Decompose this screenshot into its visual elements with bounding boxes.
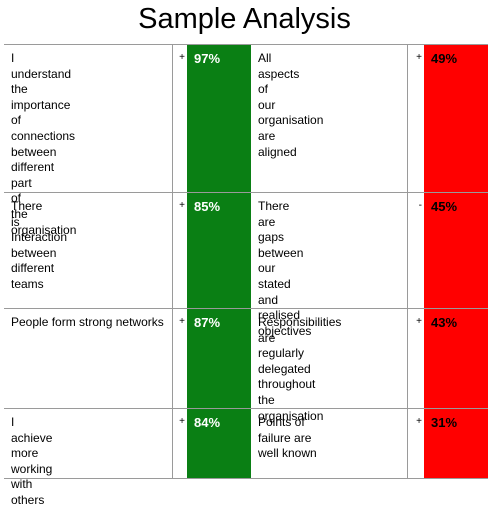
page-title: Sample Analysis [138,3,351,35]
left-percentage: 84% [187,409,251,478]
left-sign: + [179,52,185,63]
right-sign: + [416,52,422,63]
right-percentage: 49% [424,45,488,192]
analysis-table: I understand the importance of connectio… [4,44,488,507]
left-statement: There is Interaction between different t… [4,193,173,308]
table-row: People form strong networks + 87% Respon… [4,309,488,423]
right-statement: There are gaps between our stated and re… [251,193,408,338]
right-statement: All aspects of our organisation are alig… [251,45,408,192]
left-statement: People form strong networks [4,309,173,408]
left-percentage: 97% [187,45,251,192]
left-sign: + [179,316,185,327]
right-statement: Responsibilities are regularly delegated… [251,309,408,423]
left-percentage: 85% [187,193,251,308]
right-sign: + [416,316,422,327]
left-sign: + [179,200,185,211]
left-percentage: 87% [187,309,251,408]
table-row: I achieve more working with others + 84%… [4,409,488,507]
right-sign: - [418,200,422,211]
left-sign: + [179,416,185,427]
table-row: I understand the importance of connectio… [4,45,488,237]
left-statement: I achieve more working with others [4,409,173,507]
right-statement: Points of failure are well known [251,409,408,478]
right-sign: + [416,416,422,427]
left-statement: I understand the importance of connectio… [4,45,173,237]
right-percentage: 31% [424,409,488,478]
right-percentage: 45% [424,193,488,308]
right-percentage: 43% [424,309,488,408]
table-row: There is Interaction between different t… [4,193,488,338]
